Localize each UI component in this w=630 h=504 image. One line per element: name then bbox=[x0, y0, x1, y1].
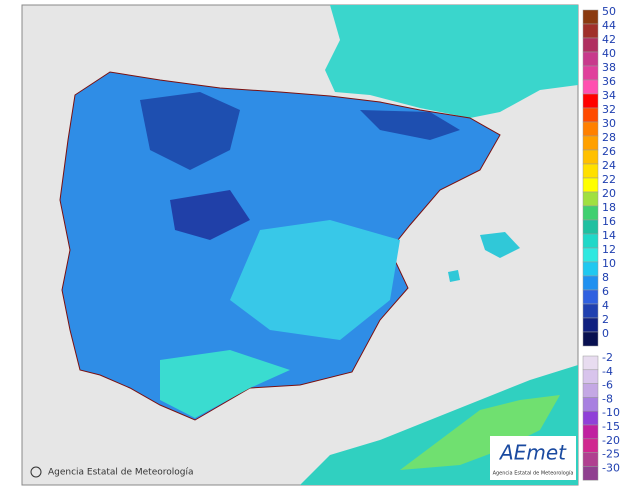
france-region bbox=[325, 5, 578, 118]
legend-swatch bbox=[582, 410, 599, 426]
africa-highlands bbox=[400, 395, 560, 470]
legend-swatch bbox=[582, 369, 599, 384]
credit: Agencia Estatal de Meteorología bbox=[48, 468, 194, 478]
legend-label: 6 bbox=[602, 285, 609, 298]
legend-label: -20 bbox=[602, 434, 620, 447]
warm-area-south bbox=[160, 350, 290, 418]
legend-swatch bbox=[582, 397, 599, 412]
legend-swatch bbox=[582, 303, 599, 319]
legend-label: 28 bbox=[602, 131, 616, 144]
legend-label: 4 bbox=[602, 299, 609, 312]
legend-label: 44 bbox=[602, 19, 616, 32]
legend-swatch bbox=[582, 261, 599, 277]
cold-area-centre bbox=[170, 190, 250, 240]
legend-swatch bbox=[582, 275, 599, 291]
balearic-islands bbox=[480, 232, 520, 258]
legend-swatch bbox=[582, 149, 599, 165]
legend-label: 50 bbox=[602, 5, 616, 18]
legend-swatch bbox=[582, 205, 599, 221]
legend-label: 8 bbox=[602, 271, 609, 284]
legend-swatch bbox=[582, 219, 599, 235]
legend-swatch bbox=[582, 51, 599, 67]
legend-swatch bbox=[582, 191, 599, 207]
legend-swatch bbox=[582, 37, 599, 53]
legend-swatch bbox=[582, 438, 599, 453]
legend-label: 10 bbox=[602, 257, 616, 270]
balearic-islands bbox=[448, 270, 460, 282]
legend-swatch bbox=[582, 383, 599, 398]
legend-swatch bbox=[582, 177, 599, 193]
cold-area-pyrenees bbox=[360, 110, 460, 140]
cold-area-north bbox=[140, 92, 240, 170]
legend-swatch bbox=[582, 65, 599, 81]
legend-label: 12 bbox=[602, 243, 616, 256]
legend-label: 38 bbox=[602, 61, 616, 74]
logo-subtitle: Agencia Estatal de Meteorología bbox=[493, 470, 574, 477]
legend-swatch bbox=[582, 289, 599, 305]
legend-label: 18 bbox=[602, 201, 616, 214]
legend-label: 34 bbox=[602, 89, 616, 102]
legend-label: -10 bbox=[602, 406, 620, 419]
legend-label: 42 bbox=[602, 33, 616, 46]
legend-label: 0 bbox=[602, 327, 609, 340]
legend-swatch bbox=[582, 107, 599, 123]
legend-label: 24 bbox=[602, 159, 616, 172]
legend-label: 32 bbox=[602, 103, 616, 116]
legend: 5044424038363432302826242220181614121086… bbox=[582, 5, 620, 481]
legend-label: 30 bbox=[602, 117, 616, 130]
warm-area-southeast bbox=[230, 220, 400, 340]
legend-swatch bbox=[582, 233, 599, 249]
legend-label: -4 bbox=[602, 365, 613, 378]
legend-label: -6 bbox=[602, 379, 613, 392]
legend-swatch bbox=[582, 163, 599, 179]
legend-label: 36 bbox=[602, 75, 616, 88]
legend-swatch bbox=[582, 355, 599, 371]
legend-label: -2 bbox=[602, 351, 613, 364]
legend-label: -30 bbox=[602, 461, 620, 474]
legend-label: -15 bbox=[602, 420, 620, 433]
legend-swatch bbox=[582, 23, 599, 39]
legend-swatch bbox=[582, 79, 599, 95]
legend-swatch bbox=[582, 317, 599, 333]
legend-swatch bbox=[582, 9, 599, 25]
legend-swatch bbox=[582, 466, 599, 481]
legend-swatch bbox=[582, 121, 599, 137]
logo-name: AEmet bbox=[498, 441, 567, 465]
legend-swatch bbox=[582, 331, 599, 347]
legend-swatch bbox=[582, 247, 599, 263]
legend-label: -25 bbox=[602, 448, 620, 461]
legend-label: 14 bbox=[602, 229, 616, 242]
legend-label: 2 bbox=[602, 313, 609, 326]
copyright-icon bbox=[30, 466, 42, 478]
legend-label: 22 bbox=[602, 173, 616, 186]
legend-swatch bbox=[582, 93, 599, 109]
legend-label: 16 bbox=[602, 215, 616, 228]
legend-label: 40 bbox=[602, 47, 616, 60]
legend-swatch bbox=[582, 452, 599, 467]
legend-label: 20 bbox=[602, 187, 616, 200]
logo-box bbox=[490, 436, 576, 480]
legend-swatch bbox=[582, 424, 599, 440]
legend-label: 26 bbox=[602, 145, 616, 158]
legend-label: -8 bbox=[602, 392, 613, 405]
legend-swatch bbox=[582, 135, 599, 151]
